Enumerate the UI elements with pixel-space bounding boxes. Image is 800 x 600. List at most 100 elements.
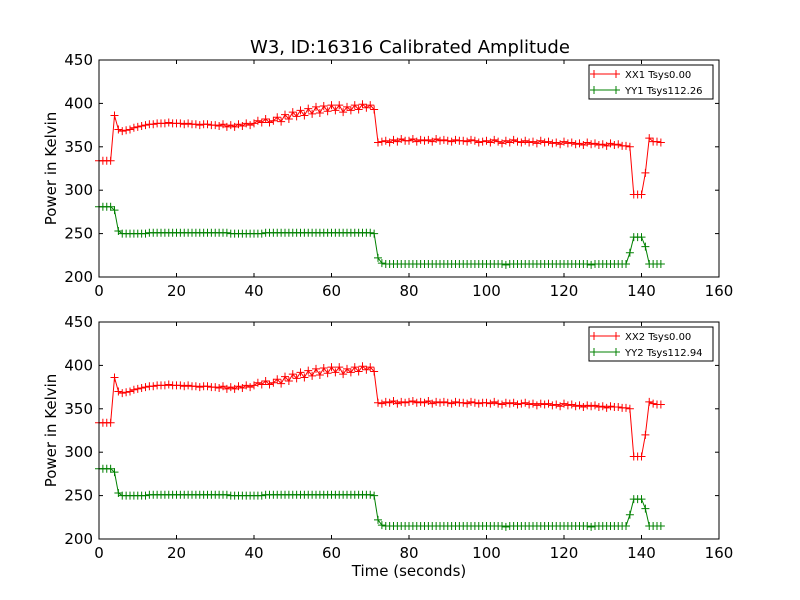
- data-point: [548, 401, 557, 410]
- data-point: [598, 402, 607, 411]
- x-tick-label: 120: [550, 282, 579, 300]
- x-tick-label: 20: [167, 544, 186, 562]
- data-point: [536, 136, 545, 145]
- legend-marker: [612, 348, 620, 356]
- data-point: [253, 378, 262, 387]
- data-point: [180, 382, 189, 391]
- data-point: [257, 229, 266, 238]
- data-point: [428, 399, 437, 408]
- data-point: [571, 140, 580, 149]
- legend-marker: [590, 348, 598, 356]
- data-point: [482, 398, 491, 407]
- data-point: [265, 118, 274, 127]
- data-point: [246, 121, 255, 130]
- data-point: [439, 397, 448, 406]
- data-point: [509, 398, 518, 407]
- data-point: [377, 521, 386, 530]
- data-point: [587, 522, 596, 531]
- y-tick-label: 400: [64, 94, 93, 112]
- legend-marker: [612, 332, 620, 340]
- data-point: [649, 399, 658, 408]
- data-point: [459, 398, 468, 407]
- data-point: [501, 398, 510, 407]
- subplot-2: 0 20 40 60 80 100 120 140 160 200 250 300 350 400 450 P…: [42, 313, 733, 580]
- data-point: [257, 380, 266, 389]
- data-point: [637, 452, 646, 461]
- x-tick-label: 100: [472, 544, 501, 562]
- data-point: [343, 364, 351, 373]
- legend-label: XX1 Tsys0.00: [625, 70, 691, 81]
- data-point: [575, 401, 584, 410]
- data-point: [467, 135, 475, 144]
- data-point: [374, 515, 382, 524]
- data-point: [405, 397, 413, 406]
- x-tick-label: 100: [472, 282, 501, 300]
- data-point: [525, 138, 534, 147]
- data-point: [583, 259, 592, 268]
- data-point: [498, 521, 506, 530]
- data-point: [164, 118, 173, 127]
- data-point: [180, 120, 189, 129]
- data-point: [281, 110, 289, 119]
- data-point: [106, 418, 115, 427]
- legend-marker: [612, 86, 620, 94]
- data-point: [544, 399, 553, 408]
- data-point: [614, 140, 623, 149]
- data-point: [560, 399, 568, 408]
- data-point: [110, 468, 119, 477]
- data-point: [532, 401, 541, 410]
- data-point: [443, 136, 452, 145]
- data-point: [288, 370, 297, 379]
- legend-marker: [590, 332, 598, 340]
- x-tick-label: 20: [167, 282, 186, 300]
- data-point: [149, 382, 158, 391]
- data-point: [242, 119, 251, 128]
- data-point: [625, 142, 634, 151]
- data-point: [292, 112, 301, 121]
- legend-marker: [590, 70, 598, 78]
- data-point: [517, 138, 526, 147]
- data-point: [420, 398, 429, 407]
- data-point: [308, 109, 317, 118]
- data-point: [133, 384, 142, 393]
- data-point: [257, 491, 266, 500]
- data-point: [540, 400, 549, 409]
- data-point: [571, 402, 580, 411]
- data-point: [137, 383, 146, 392]
- data-point: [521, 398, 530, 407]
- data-point: [377, 137, 386, 146]
- data-point: [106, 202, 115, 211]
- data-point: [598, 140, 607, 149]
- data-point: [211, 383, 220, 392]
- data-point: [118, 127, 127, 136]
- data-point: [370, 491, 379, 500]
- data-point: [346, 106, 355, 115]
- data-point: [358, 362, 367, 371]
- data-point: [370, 105, 379, 114]
- data-point: [141, 383, 150, 392]
- legend-label: YY2 Tsys112.94: [624, 348, 703, 359]
- data-point: [366, 228, 375, 237]
- data-point: [625, 404, 634, 413]
- data-point: [370, 229, 379, 238]
- y-tick-label: 200: [64, 530, 93, 548]
- x-tick-label: 140: [627, 282, 656, 300]
- x-tick-label: 80: [399, 544, 418, 562]
- data-point: [470, 398, 479, 407]
- legend-marker: [590, 86, 598, 94]
- data-point: [563, 139, 572, 148]
- data-point: [114, 125, 123, 134]
- data-point: [350, 101, 359, 110]
- data-point: [389, 135, 398, 144]
- data-point: [184, 381, 193, 390]
- data-point: [323, 369, 332, 378]
- data-point: [319, 364, 328, 372]
- data-point: [513, 400, 522, 409]
- data-point: [622, 403, 630, 412]
- data-point: [261, 115, 270, 124]
- data-point: [478, 137, 487, 146]
- data-point: [614, 403, 623, 412]
- data-point: [315, 108, 324, 117]
